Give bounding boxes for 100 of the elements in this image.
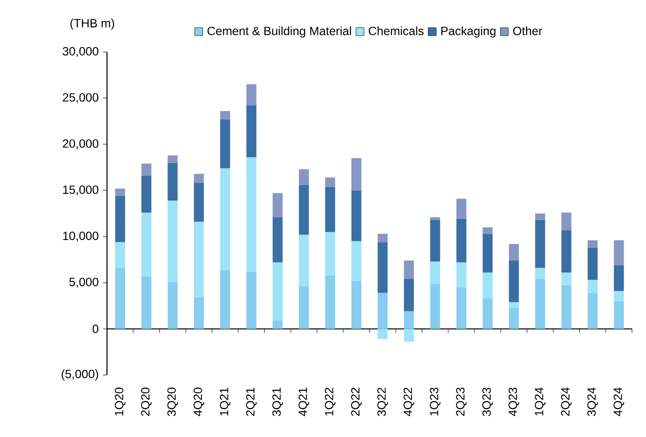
bar xyxy=(246,157,256,272)
legend-label: Packaging xyxy=(441,26,496,38)
bar xyxy=(430,220,440,262)
bar xyxy=(325,275,336,329)
bar xyxy=(194,183,204,222)
bar xyxy=(272,320,283,329)
bar xyxy=(535,268,546,280)
bar xyxy=(614,291,624,302)
bar xyxy=(194,222,204,298)
bar xyxy=(614,301,624,329)
bar xyxy=(351,158,362,190)
bar xyxy=(535,279,546,329)
y-tick-label: 20,000 xyxy=(62,139,98,150)
bar xyxy=(298,286,309,329)
x-tick-label: 3Q23 xyxy=(482,388,493,416)
bar xyxy=(325,186,336,232)
bar xyxy=(141,212,152,276)
y-tick-label: 15,000 xyxy=(63,185,98,196)
bar xyxy=(561,212,572,230)
x-tick-label: 1Q22 xyxy=(324,388,336,416)
bar xyxy=(456,198,466,220)
bar xyxy=(378,292,388,329)
x-tick-label: 4Q21 xyxy=(298,388,310,416)
bar xyxy=(535,213,546,220)
bar xyxy=(588,280,598,293)
x-tick-label: 2Q24 xyxy=(561,388,572,416)
legend-label: Other xyxy=(513,26,542,36)
bar xyxy=(378,328,388,339)
bar xyxy=(430,217,440,220)
bar xyxy=(482,227,493,234)
bar xyxy=(325,177,336,187)
x-tick-label: 3Q20 xyxy=(167,388,178,416)
bar xyxy=(168,282,178,329)
bar xyxy=(141,164,152,176)
bar xyxy=(456,219,466,262)
bar xyxy=(351,280,362,329)
bar xyxy=(430,261,440,284)
bar xyxy=(614,265,624,292)
bar xyxy=(482,298,493,329)
bar xyxy=(456,262,466,288)
bar xyxy=(535,220,546,268)
bar xyxy=(351,190,362,242)
bar xyxy=(141,176,152,213)
y-tick-label: 30,000 xyxy=(62,47,98,57)
bar xyxy=(246,84,256,106)
y-tick-label: 0 xyxy=(92,324,98,334)
x-tick-label: 1Q20 xyxy=(114,388,126,416)
bar xyxy=(482,272,493,298)
bar xyxy=(220,168,230,270)
x-tick-label: 1Q24 xyxy=(534,388,546,416)
y-tick-label: (5,000) xyxy=(62,369,98,381)
bar xyxy=(404,328,414,342)
bar xyxy=(194,297,204,329)
x-tick-label: 4Q23 xyxy=(508,388,520,416)
x-tick-label: 2Q22 xyxy=(351,388,362,416)
bar xyxy=(115,188,126,196)
bar xyxy=(141,276,152,329)
bar xyxy=(561,272,572,286)
x-tick-label: 1Q21 xyxy=(220,388,230,416)
y-axis-title: (THB m) xyxy=(70,18,114,30)
bar xyxy=(482,234,493,273)
bar xyxy=(246,272,256,329)
bar xyxy=(404,279,414,312)
x-tick-label: 3Q21 xyxy=(272,388,283,416)
bar xyxy=(220,111,230,120)
bar xyxy=(220,119,230,168)
bar xyxy=(351,241,362,281)
bar xyxy=(298,184,309,235)
bar xyxy=(456,287,466,329)
bar xyxy=(614,240,624,266)
bar xyxy=(298,169,309,185)
x-tick-label: 4Q22 xyxy=(404,388,414,416)
bar xyxy=(298,234,309,286)
bar xyxy=(561,285,572,329)
bar xyxy=(168,155,178,163)
x-tick-label: 1Q23 xyxy=(430,388,440,416)
bar xyxy=(588,248,598,280)
legend-label: Cement & Building Material xyxy=(208,26,351,38)
bar xyxy=(194,174,204,184)
bar xyxy=(325,232,336,276)
bar xyxy=(220,270,230,329)
bar xyxy=(508,244,519,261)
bar xyxy=(272,217,283,262)
bar xyxy=(404,311,414,329)
bar xyxy=(561,230,572,273)
x-tick-label: 2Q20 xyxy=(141,388,152,416)
bar xyxy=(115,196,126,242)
x-tick-label: 2Q21 xyxy=(246,388,257,416)
bar xyxy=(508,260,519,302)
x-tick-label: 3Q22 xyxy=(377,388,388,416)
bar xyxy=(246,106,256,158)
bar xyxy=(272,262,283,321)
y-tick-label: 5,000 xyxy=(69,278,98,288)
y-tick-label: 10,000 xyxy=(63,232,98,242)
bar xyxy=(378,234,388,242)
bar xyxy=(115,268,126,329)
bar xyxy=(378,242,388,293)
bar xyxy=(430,284,440,329)
x-tick-label: 4Q20 xyxy=(194,388,204,416)
bar xyxy=(588,292,598,329)
